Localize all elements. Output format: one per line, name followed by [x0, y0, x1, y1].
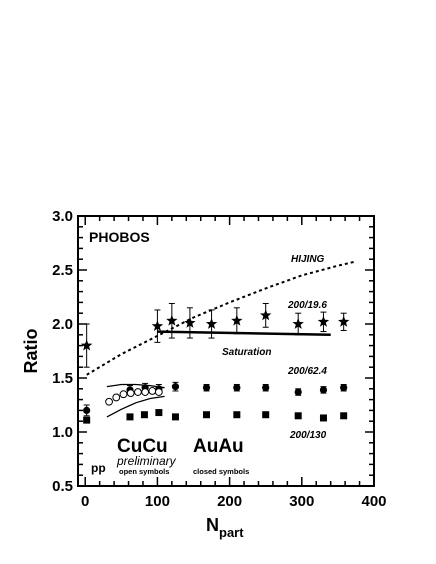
star-point: [166, 314, 178, 326]
open-circle-point: [154, 388, 163, 396]
experiment-label: PHOBOS: [89, 229, 150, 245]
cucu-label: CuCu: [117, 436, 168, 457]
label-200-19.6: 200/19.6: [287, 300, 327, 311]
star-point: [231, 314, 243, 326]
square-point: [140, 411, 148, 419]
circle-point: [262, 384, 270, 392]
y-tick-label: 3.0: [52, 208, 73, 225]
square-point: [126, 413, 134, 421]
star-point: [184, 316, 196, 328]
curve-band-2: [106, 383, 165, 389]
y-tick-label: 0.5: [52, 478, 73, 495]
x-tick-label: 200: [217, 493, 242, 510]
preliminary-label: preliminary: [116, 454, 177, 468]
square-point: [233, 411, 241, 419]
x-axis-title: Npart: [206, 515, 244, 540]
open-circle-point: [141, 388, 150, 396]
star-point: [260, 309, 272, 321]
star-point: [205, 318, 218, 329]
x-axis-title-sub: part: [219, 525, 244, 540]
axis-ticks: [78, 215, 375, 487]
circle-point: [340, 384, 348, 392]
star-point: [292, 318, 304, 329]
circle-point: [294, 388, 302, 396]
pp-label: pp: [91, 461, 106, 475]
x-tick-label: 300: [289, 493, 314, 510]
circle-point: [202, 384, 211, 392]
square-point: [340, 412, 348, 420]
x-tick-label: 400: [361, 493, 386, 510]
circle-point: [233, 384, 241, 392]
auau-label: AuAu: [193, 436, 244, 457]
label-200-130: 200/130: [289, 430, 327, 441]
square-point: [262, 411, 270, 419]
saturation-label: Saturation: [222, 347, 271, 358]
closed-symbols-label: closed symbols: [193, 467, 249, 476]
open-circle-point: [126, 389, 135, 398]
open-circle-point: [119, 390, 128, 399]
open-circle-point: [105, 397, 113, 406]
y-tick-label: 1.0: [52, 424, 73, 441]
y-tick-label: 2.0: [52, 316, 73, 333]
data-points: [80, 302, 350, 424]
square-point: [203, 411, 211, 419]
curve-band-3: [106, 395, 165, 418]
star-point: [80, 339, 93, 351]
square-point: [155, 409, 163, 417]
x-tick-label: 0: [81, 493, 89, 510]
label-200-62.4: 200/62.4: [287, 366, 327, 377]
star-point: [151, 320, 164, 332]
model-curves: [86, 260, 357, 418]
y-tick-label: 1.5: [52, 370, 73, 387]
curve-saturation: [157, 330, 331, 337]
square-point: [294, 412, 302, 420]
circle-point: [171, 383, 180, 391]
open-circle-point: [148, 387, 157, 395]
x-axis-title-main: N: [206, 515, 219, 535]
plot-frame: [77, 215, 375, 487]
circle-point: [319, 386, 328, 394]
square-point: [319, 414, 327, 422]
y-tick-label: 2.5: [52, 262, 73, 279]
star-point: [337, 315, 350, 327]
square-point: [171, 413, 179, 421]
star-point: [317, 315, 330, 327]
hijing-label: HIJING: [291, 254, 325, 265]
open-symbols-label: open symbols: [119, 467, 169, 476]
open-circle-point: [112, 393, 121, 402]
circle-point: [83, 406, 91, 414]
y-axis-title: Ratio: [21, 328, 41, 373]
open-circle-point: [134, 388, 142, 396]
axis-tick-labels: 0 100 200 300 400 0.5 1.0 1.5 2.0 2.5 3.0: [52, 208, 386, 510]
square-point: [83, 416, 91, 424]
x-tick-label: 100: [145, 493, 170, 510]
